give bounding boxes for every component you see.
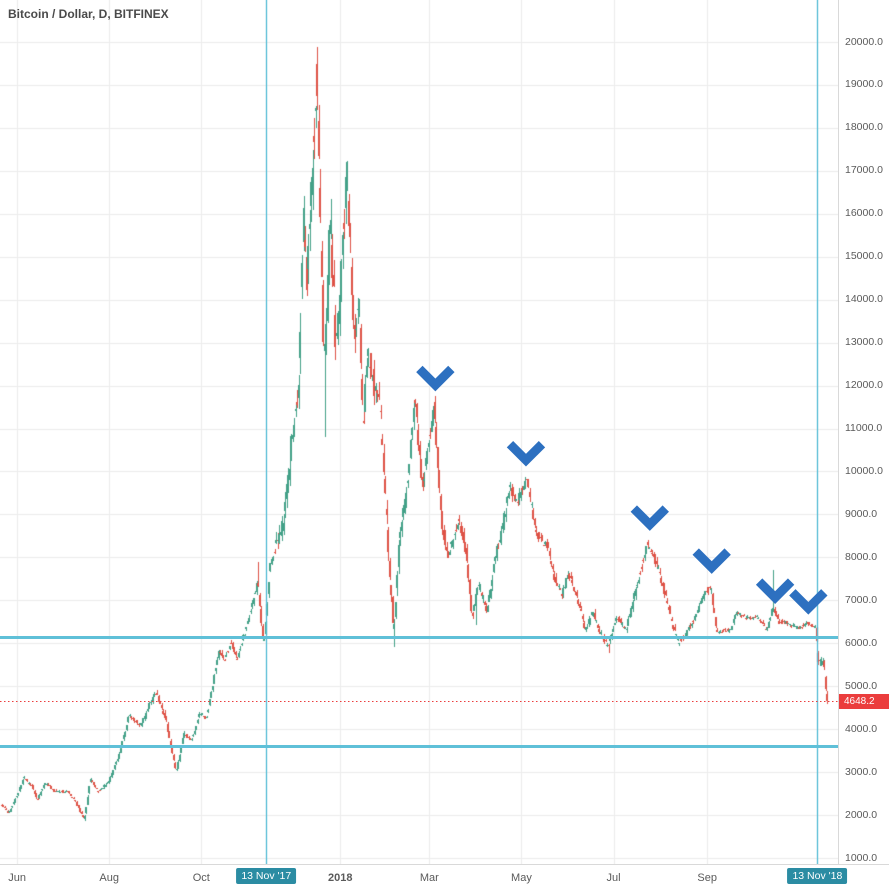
price-axis-label: 12000.0 <box>845 379 883 392</box>
price-axis-label: 6000.0 <box>845 636 878 649</box>
time-axis-label: Oct <box>192 872 210 884</box>
time-axis-label: Sep <box>697 872 717 884</box>
price-axis-label: 3000.0 <box>845 765 878 778</box>
time-axis-label: Jul <box>606 872 621 884</box>
chart-pane[interactable]: Bitcoin / Dollar, D, BITFINEX <box>0 0 838 864</box>
price-axis[interactable]: 20000.0 19000.0 18000.0 17000.0 16000.0 15000… <box>838 0 889 864</box>
price-axis-label: 2000.0 <box>845 808 878 821</box>
last-price-tag: 4648.2 <box>839 693 889 709</box>
price-axis-label: 14000.0 <box>845 293 883 306</box>
price-axis-label: 5000.0 <box>845 679 878 692</box>
candlestick-canvas[interactable] <box>0 0 838 864</box>
price-axis-label: 13000.0 <box>845 336 883 349</box>
price-axis-label: 16000.0 <box>845 207 883 220</box>
price-axis-label: 9000.0 <box>845 507 878 520</box>
time-axis-label: May <box>511 872 532 884</box>
time-axis-label: Aug <box>99 872 119 884</box>
price-axis-label: 1000.0 <box>845 851 878 864</box>
symbol-title[interactable]: Bitcoin / Dollar, D, BITFINEX <box>8 7 169 21</box>
price-axis-label: 7000.0 <box>845 593 878 606</box>
time-axis-label: Mar <box>419 872 439 884</box>
price-axis-label: 20000.0 <box>845 35 883 48</box>
price-axis-label: 11000.0 <box>845 422 883 435</box>
price-axis-label: 4000.0 <box>845 722 878 735</box>
time-axis-label: 2018 <box>327 872 353 884</box>
event-date-tag: 13 Nov '18 <box>787 868 848 884</box>
price-axis-label: 19000.0 <box>845 78 883 91</box>
price-axis-label: 10000.0 <box>845 464 883 477</box>
event-date-tag: 13 Nov '17 <box>236 868 297 884</box>
price-axis-label: 17000.0 <box>845 164 883 177</box>
price-axis-label: 8000.0 <box>845 550 878 563</box>
time-axis[interactable]: Jun Aug Oct 13 Nov '17 2018 Mar May Jul Sep 13 No… <box>0 864 889 893</box>
price-axis-label: 15000.0 <box>845 250 883 263</box>
time-axis-label: Jun <box>8 872 26 884</box>
price-axis-label: 18000.0 <box>845 121 883 134</box>
